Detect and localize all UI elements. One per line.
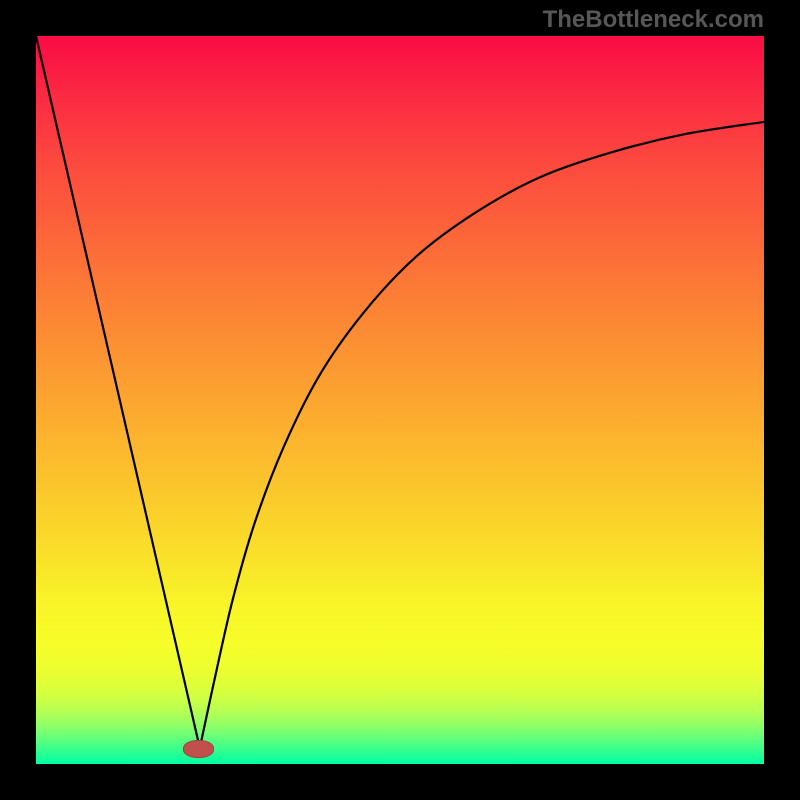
watermark-text: TheBottleneck.com (543, 6, 764, 34)
chart-frame: TheBottleneck.com (0, 0, 800, 800)
optimal-point-marker (183, 740, 214, 758)
performance-curve (36, 36, 764, 764)
plot-area (36, 36, 764, 764)
